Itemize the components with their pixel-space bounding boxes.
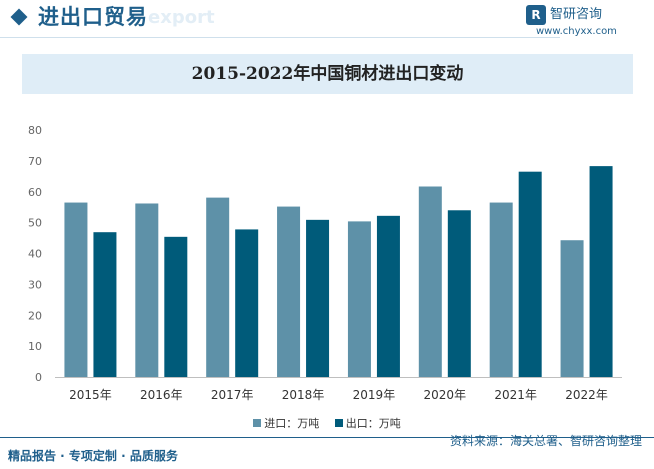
legend-label-import: 进口：万吨 bbox=[264, 417, 320, 430]
brand-logo: R 智研咨询 www.chyxx.com bbox=[526, 5, 636, 39]
chart-title: 2015-2022年中国铜材进出口变动 bbox=[191, 64, 464, 84]
section-title: 进出口贸易 bbox=[38, 5, 148, 29]
chart-title-bar: 2015-2022年中国铜材进出口变动 bbox=[22, 54, 633, 94]
footer-divider bbox=[0, 437, 654, 438]
y-tick-label: 40 bbox=[28, 248, 42, 261]
y-tick-label: 70 bbox=[28, 155, 42, 168]
bar-chart: 0 10 20 30 40 50 60 70 80 2015年 2016年 2017年 2018年 201… bbox=[28, 124, 622, 402]
bar-export bbox=[589, 166, 613, 377]
legend-label-export: 出口：万吨 bbox=[345, 417, 401, 430]
watermark-text: export bbox=[148, 7, 215, 28]
y-tick-label: 20 bbox=[28, 309, 42, 322]
x-tick-label: 2022年 bbox=[565, 388, 608, 402]
x-tick-label: 2016年 bbox=[140, 388, 183, 402]
y-tick-label: 80 bbox=[28, 124, 42, 137]
footer-slogan: 精品报告 · 专项定制 · 品质服务 bbox=[8, 449, 178, 463]
logo-icon: R bbox=[526, 5, 546, 25]
brand-url: www.chyxx.com bbox=[536, 26, 617, 37]
section-header: 进出口贸易 export bbox=[0, 0, 654, 42]
bar-export bbox=[518, 171, 542, 377]
diamond-icon bbox=[10, 8, 28, 26]
y-tick-label: 10 bbox=[28, 340, 42, 353]
x-tick-label: 2018年 bbox=[282, 388, 325, 402]
y-tick-label: 60 bbox=[28, 186, 42, 199]
bar-import bbox=[277, 206, 301, 377]
bar-import bbox=[135, 203, 159, 377]
x-tick-label: 2015年 bbox=[69, 388, 112, 402]
bar-import bbox=[560, 240, 584, 377]
y-tick-label: 0 bbox=[35, 371, 42, 384]
bar-import bbox=[206, 197, 230, 377]
legend-item-import: 进口：万吨 bbox=[253, 416, 319, 432]
bar-import bbox=[489, 202, 513, 377]
legend-swatch-import bbox=[253, 419, 262, 427]
bar-export bbox=[93, 232, 117, 377]
bar-export bbox=[376, 215, 400, 377]
bar-import bbox=[418, 186, 442, 377]
brand-name: 智研咨询 bbox=[550, 7, 603, 22]
legend-item-export: 出口：万吨 bbox=[334, 416, 401, 432]
bar-export bbox=[235, 229, 259, 377]
x-tick-label: 2020年 bbox=[424, 388, 467, 402]
x-tick-label: 2017年 bbox=[211, 388, 254, 402]
bar-export bbox=[306, 219, 330, 377]
bar-export bbox=[164, 236, 188, 377]
x-tick-label: 2021年 bbox=[494, 388, 537, 402]
y-tick-label: 50 bbox=[28, 217, 42, 230]
legend-swatch-export bbox=[334, 419, 343, 427]
bar-import bbox=[347, 221, 371, 377]
bar-export bbox=[447, 210, 471, 377]
data-source: 资料来源：海关总署、智研咨询整理 bbox=[449, 434, 642, 448]
chart-legend: 进口：万吨 出口：万吨 bbox=[0, 416, 654, 432]
y-tick-label: 30 bbox=[28, 278, 42, 291]
header-divider bbox=[0, 37, 560, 38]
x-tick-label: 2019年 bbox=[353, 388, 396, 402]
bar-import bbox=[64, 202, 88, 377]
